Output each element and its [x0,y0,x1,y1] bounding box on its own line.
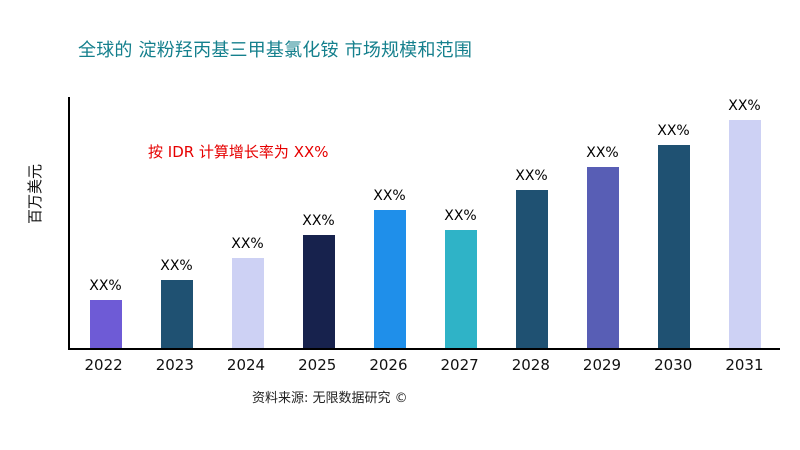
bar-slot-2022: XX% [70,97,141,348]
x-axis-ticks: 2022 2023 2024 2025 2026 2027 2028 2029 2030 2031 [68,356,780,374]
x-tick-label-2030: 2030 [654,356,693,374]
bar-2028 [515,189,548,348]
bar-value-label: XX% [515,167,548,184]
x-tick-label-2025: 2025 [298,356,337,374]
bar-value-label: XX% [302,213,335,230]
x-tick-label-2027: 2027 [440,356,479,374]
x-tick-label-2031: 2031 [725,356,764,374]
bar-value-label: XX% [586,145,619,162]
bar-2027 [444,230,477,348]
bar-2023 [160,280,193,348]
bar-slot-2025: XX% [283,97,354,348]
bar-slot-2027: XX% [425,97,496,348]
x-tick-label-2029: 2029 [582,356,622,374]
x-tick-label-2022: 2022 [84,356,123,374]
bar-value-label: XX% [657,122,690,139]
bar-slot-2026: XX% [354,97,425,348]
bar-2030 [657,144,690,348]
bar-2024 [231,257,264,348]
bar-slot-2029: XX% [567,97,638,348]
bar-value-label: XX% [160,258,193,275]
bar-2025 [302,235,335,348]
bar-series: XX% XX% XX% XX% XX% XX% XX% XX% XX% XX% [70,97,780,348]
bar-slot-2024: XX% [212,97,283,348]
bar-slot-2023: XX% [141,97,212,348]
bar-value-label: XX% [231,235,264,252]
bar-2029 [586,167,619,348]
chart-title: 全球的 淀粉羟丙基三甲基氯化铵 市场规模和范围 [78,40,473,61]
bar-2022 [89,300,122,348]
source-note: 资料来源: 无限数据研究 © [252,391,408,406]
growth-rate-annotation: 按 IDR 计算增长率为 XX% [148,143,329,161]
bar-slot-2031: XX% [709,97,780,348]
y-axis-label: 百万美元 [26,163,44,224]
bar-value-label: XX% [728,97,761,114]
x-tick-label-2023: 2023 [155,356,194,374]
bar-2026 [373,209,406,348]
plot-area: 按 IDR 计算增长率为 XX% XX% XX% XX% XX% XX% XX% XX% XX… [68,97,780,350]
bar-2031 [728,119,761,348]
bar-value-label: XX% [89,278,122,295]
bar-value-label: XX% [444,208,477,225]
bar-slot-2030: XX% [638,97,709,348]
bar-slot-2028: XX% [496,97,567,348]
x-tick-label-2028: 2028 [511,356,550,374]
x-tick-label-2026: 2026 [369,356,408,374]
x-tick-label-2024: 2024 [226,356,266,374]
bar-value-label: XX% [373,187,406,204]
